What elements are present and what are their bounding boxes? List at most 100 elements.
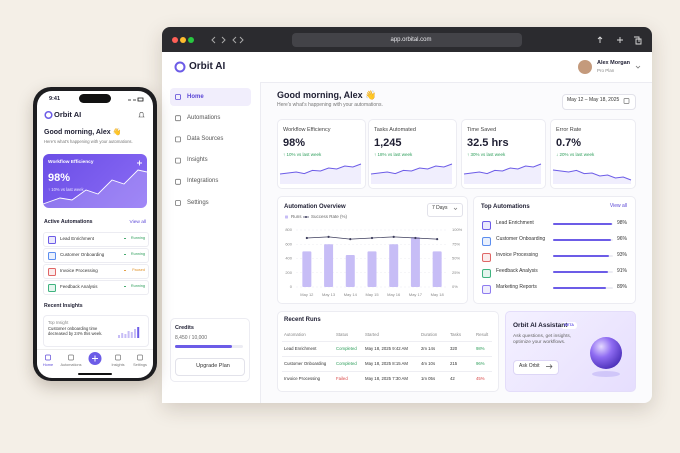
phone-card-title: Workflow Efficiency xyxy=(48,160,94,166)
column-header: Tasks xyxy=(450,331,461,337)
date-button[interactable] xyxy=(562,94,636,110)
phone-card-delta: ↑ 10% vs last week xyxy=(48,186,84,192)
phone-item xyxy=(43,264,149,279)
phone-item-name: Invoice Processing xyxy=(60,267,98,273)
kpi-card xyxy=(277,119,366,189)
table-cell: 96% xyxy=(476,360,485,366)
phone-item xyxy=(43,248,149,263)
date-range: May 12 – May 18, 2025 xyxy=(567,97,620,104)
automation-rate: 96% xyxy=(616,236,627,243)
range-button[interactable] xyxy=(427,203,463,217)
phone-item-status: Running xyxy=(130,252,145,257)
insight-label: Top Insight xyxy=(48,319,69,325)
bar xyxy=(553,286,607,290)
phone-item-name: Lead Enrichment xyxy=(60,235,95,241)
upgrade-button[interactable] xyxy=(175,358,245,376)
kpi-title: Workflow Efficiency xyxy=(283,126,331,133)
nav-item[interactable]: Automations xyxy=(187,114,221,121)
phone-active-link[interactable]: View all xyxy=(129,220,146,226)
kpi-delta: ↓ 20% vs last week xyxy=(556,152,595,158)
status-dot xyxy=(124,269,126,272)
tab-label[interactable]: Home xyxy=(42,362,54,367)
dynamic-island xyxy=(79,94,111,103)
runs-title: Recent Runs xyxy=(284,316,321,323)
phone-item xyxy=(43,232,149,247)
url: app.orbital.com xyxy=(390,36,432,43)
phone-card-value: 98% xyxy=(48,171,71,184)
automation-icon xyxy=(482,220,491,230)
table-cell: 4m 10s xyxy=(421,360,436,366)
table-cell: 215 xyxy=(450,360,458,366)
top-link[interactable]: View all xyxy=(609,203,627,210)
greeting: Good morning, Alex 👋 xyxy=(277,89,377,100)
phone-item-status: Running xyxy=(130,236,145,241)
phone-item-name: Feedback Analysis xyxy=(60,283,98,289)
phone-greeting: Good morning, Alex 👋 xyxy=(44,128,122,136)
automation-name: Marketing Reports xyxy=(496,284,537,291)
assistant-text: Ask questions, get insights, optimize yo… xyxy=(513,334,572,345)
phone-subtitle: Here's what's happening with your automa… xyxy=(44,138,133,144)
automation-icon xyxy=(482,268,491,278)
automation-rate: 91% xyxy=(616,268,627,275)
kpi-delta: ↑ 10% vs last week xyxy=(283,152,322,158)
automation-icon xyxy=(482,284,491,294)
insight-text: Customer onboarding time decreased by 24… xyxy=(48,326,103,336)
column-header: Started xyxy=(365,331,379,337)
credits-title: Credits xyxy=(175,324,194,331)
beta-label: BETA xyxy=(563,323,575,328)
table-cell: May 18, 2025 8:15 AM xyxy=(365,360,408,366)
nav-item[interactable]: Insights xyxy=(187,157,208,164)
tab-label[interactable]: Settings xyxy=(133,362,147,367)
nav-item[interactable]: Settings xyxy=(187,199,209,206)
nav-active xyxy=(170,88,251,106)
table-cell: 42 xyxy=(450,375,455,381)
table-cell: 1m 05s xyxy=(421,375,436,381)
legend-label: Success Rate (%) xyxy=(311,214,348,220)
phone-brand: Orbit AI xyxy=(54,109,82,119)
kpi-delta: ↑ 30% vs last week xyxy=(467,152,506,158)
subtitle: Here's what's happening with your automa… xyxy=(277,102,383,109)
status-dot xyxy=(124,253,126,256)
status-dot xyxy=(124,237,126,240)
user-plan: Pro Plan xyxy=(597,68,615,74)
nav-item[interactable]: Integrations xyxy=(187,178,219,185)
legend-label: Runs xyxy=(291,214,302,220)
kpi-title: Error Rate xyxy=(556,126,582,133)
table-cell: May 18, 2025 7:30 AM xyxy=(365,375,408,381)
phone-item-icon xyxy=(48,235,56,244)
range-label[interactable]: 7 Days xyxy=(432,205,448,212)
phone-item-name: Customer Onboarding xyxy=(60,251,105,257)
tab-label[interactable]: Automations xyxy=(60,362,82,367)
automation-rate: 89% xyxy=(616,284,627,291)
assistant-button[interactable] xyxy=(513,360,559,375)
column-header: Status xyxy=(336,331,349,337)
table-cell: 45% xyxy=(476,375,485,381)
tab-label[interactable]: Insights xyxy=(111,362,125,367)
automation-name: Lead Enrichment xyxy=(496,220,534,227)
runs-card xyxy=(277,311,499,392)
upgrade-label[interactable]: Upgrade Plan xyxy=(196,362,230,369)
automation-name: Invoice Processing xyxy=(496,252,538,259)
assistant-title: Orbit AI Assistant xyxy=(513,322,568,330)
ask-label[interactable]: Ask Orbit xyxy=(519,362,540,369)
nav-item[interactable]: Data Sources xyxy=(187,135,224,142)
credits-fill xyxy=(175,345,233,348)
table-cell: Failed xyxy=(336,375,348,381)
top-card xyxy=(473,196,636,304)
table-cell: 320 xyxy=(450,345,458,351)
table-cell: Completed xyxy=(336,360,357,366)
table-cell: 2m 14s xyxy=(421,345,436,351)
column-header: Automation xyxy=(284,331,306,337)
table-cell: Customer Onboarding xyxy=(284,360,327,366)
phone-item-icon xyxy=(48,267,56,276)
table-cell: 98% xyxy=(476,345,485,351)
app-header xyxy=(162,52,652,83)
phone-item-status: Paused xyxy=(132,268,145,273)
nav-item[interactable]: Home xyxy=(187,93,204,100)
phone-active-title: Active Automations xyxy=(44,218,93,225)
top-title: Top Automations xyxy=(481,203,530,210)
automation-icon xyxy=(482,252,491,262)
automation-name: Feedback Analysis xyxy=(496,268,538,275)
table-cell: Lead Enrichment xyxy=(284,345,317,351)
